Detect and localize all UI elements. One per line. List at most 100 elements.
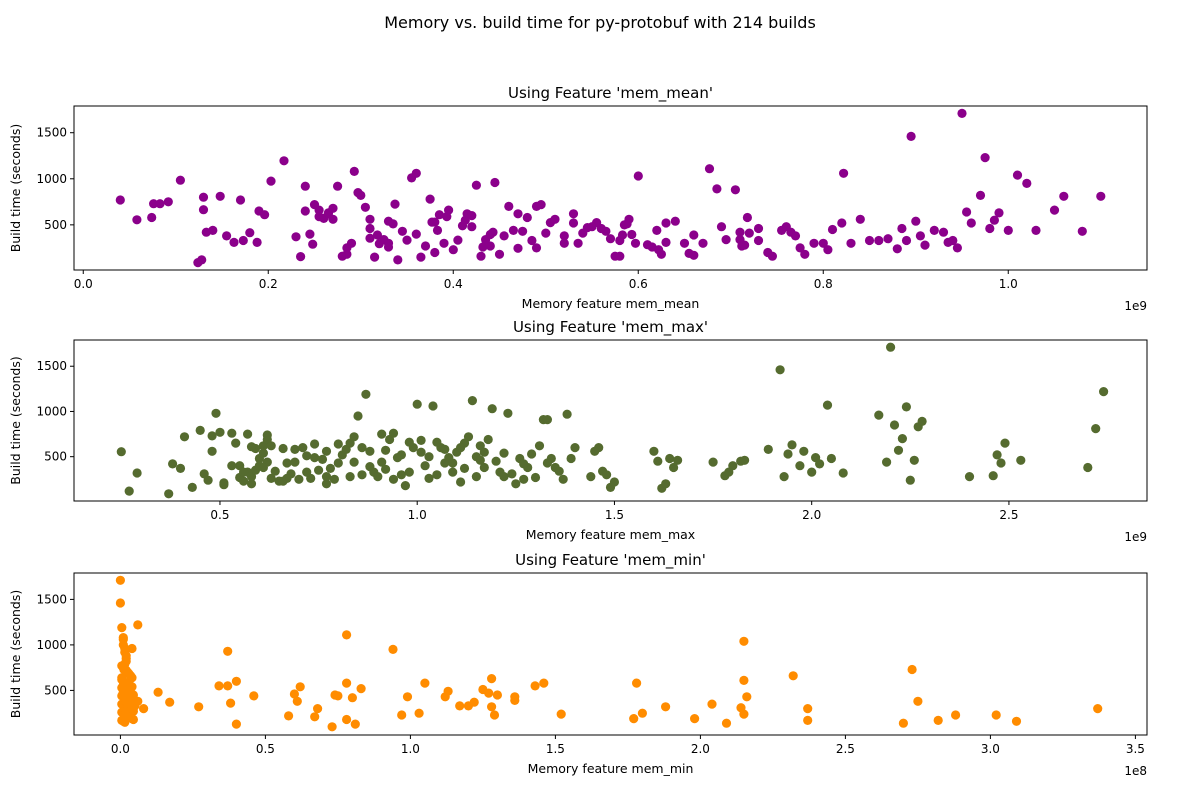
data-point: [815, 459, 825, 469]
data-point: [775, 365, 785, 375]
data-point: [215, 427, 225, 437]
data-point: [892, 244, 902, 254]
data-point: [933, 715, 943, 726]
data-point: [475, 455, 485, 465]
data-point: [345, 472, 355, 482]
data-point: [907, 664, 917, 675]
data-point: [260, 210, 270, 220]
data-point: [1000, 438, 1010, 448]
data-point: [325, 463, 335, 473]
data-point: [126, 693, 136, 703]
data-point: [227, 461, 237, 471]
data-point: [356, 190, 366, 200]
data-point: [661, 218, 671, 228]
data-point: [238, 235, 248, 246]
data-point: [488, 227, 498, 237]
data-point: [783, 449, 793, 459]
data-point: [321, 479, 332, 489]
y-tick-label: 1000: [36, 404, 67, 418]
data-point: [432, 470, 442, 480]
data-point: [383, 242, 394, 252]
data-point: [615, 235, 625, 246]
x-tick-label: 0.8: [814, 277, 833, 291]
data-point: [1077, 226, 1087, 236]
data-point: [328, 203, 338, 213]
data-point: [290, 457, 300, 467]
data-point: [430, 217, 440, 227]
data-point: [938, 227, 949, 237]
data-point: [487, 702, 497, 712]
data-point: [1091, 424, 1101, 434]
data-point: [388, 474, 399, 484]
data-point: [258, 462, 268, 473]
subplot-title: Using Feature 'mem_max': [513, 318, 708, 337]
data-point: [823, 245, 833, 255]
data-point: [795, 243, 805, 253]
data-point: [542, 458, 553, 468]
data-point: [661, 237, 671, 247]
data-point: [518, 226, 528, 236]
data-point: [897, 434, 908, 444]
data-point: [390, 199, 400, 209]
data-point: [906, 131, 916, 141]
data-point: [227, 428, 237, 438]
data-point: [742, 212, 753, 223]
data-point: [349, 457, 359, 467]
data-point: [753, 235, 764, 246]
data-point: [901, 402, 912, 412]
data-point: [559, 238, 569, 248]
data-point: [127, 643, 137, 654]
data-point: [499, 472, 509, 482]
data-point: [444, 205, 454, 215]
data-point: [203, 475, 213, 485]
x-tick-label: 0.0: [74, 277, 93, 291]
data-point: [411, 168, 421, 178]
data-point: [788, 671, 798, 681]
data-point: [411, 229, 421, 239]
data-point: [739, 675, 749, 686]
data-point: [155, 199, 165, 209]
data-point: [416, 447, 426, 457]
data-point: [744, 228, 754, 238]
data-point: [991, 710, 1001, 720]
data-point: [615, 251, 625, 261]
data-point: [215, 191, 225, 201]
data-point: [530, 681, 540, 691]
data-point: [420, 241, 431, 251]
data-point: [917, 416, 927, 426]
data-point: [412, 399, 422, 409]
data-point: [980, 153, 990, 163]
data-point: [365, 223, 375, 234]
data-point: [490, 177, 500, 188]
data-point: [735, 235, 745, 245]
data-point: [310, 439, 320, 449]
data-point: [294, 474, 304, 484]
data-point: [420, 678, 430, 688]
data-point: [404, 467, 414, 477]
data-point: [728, 461, 738, 471]
data-point: [425, 194, 435, 204]
y-tick-label: 500: [44, 450, 67, 464]
data-point: [327, 722, 337, 732]
data-point: [208, 225, 218, 235]
data-point: [120, 717, 130, 727]
data-point: [573, 238, 583, 248]
data-point: [721, 235, 731, 245]
data-point: [511, 479, 521, 489]
data-point: [539, 678, 549, 688]
data-point: [905, 475, 915, 485]
data-point: [864, 235, 875, 246]
data-point: [133, 696, 143, 706]
data-point: [310, 453, 320, 463]
data-point: [342, 249, 352, 259]
data-point: [929, 225, 939, 235]
data-point: [911, 216, 921, 226]
data-point: [139, 704, 149, 714]
data-point: [373, 472, 383, 482]
data-point: [467, 211, 477, 221]
data-point: [231, 676, 241, 686]
x-tick-label: 1.0: [408, 508, 427, 522]
figure-suptitle: Memory vs. build time for py-protobuf wi…: [384, 13, 816, 32]
data-point: [424, 452, 434, 462]
